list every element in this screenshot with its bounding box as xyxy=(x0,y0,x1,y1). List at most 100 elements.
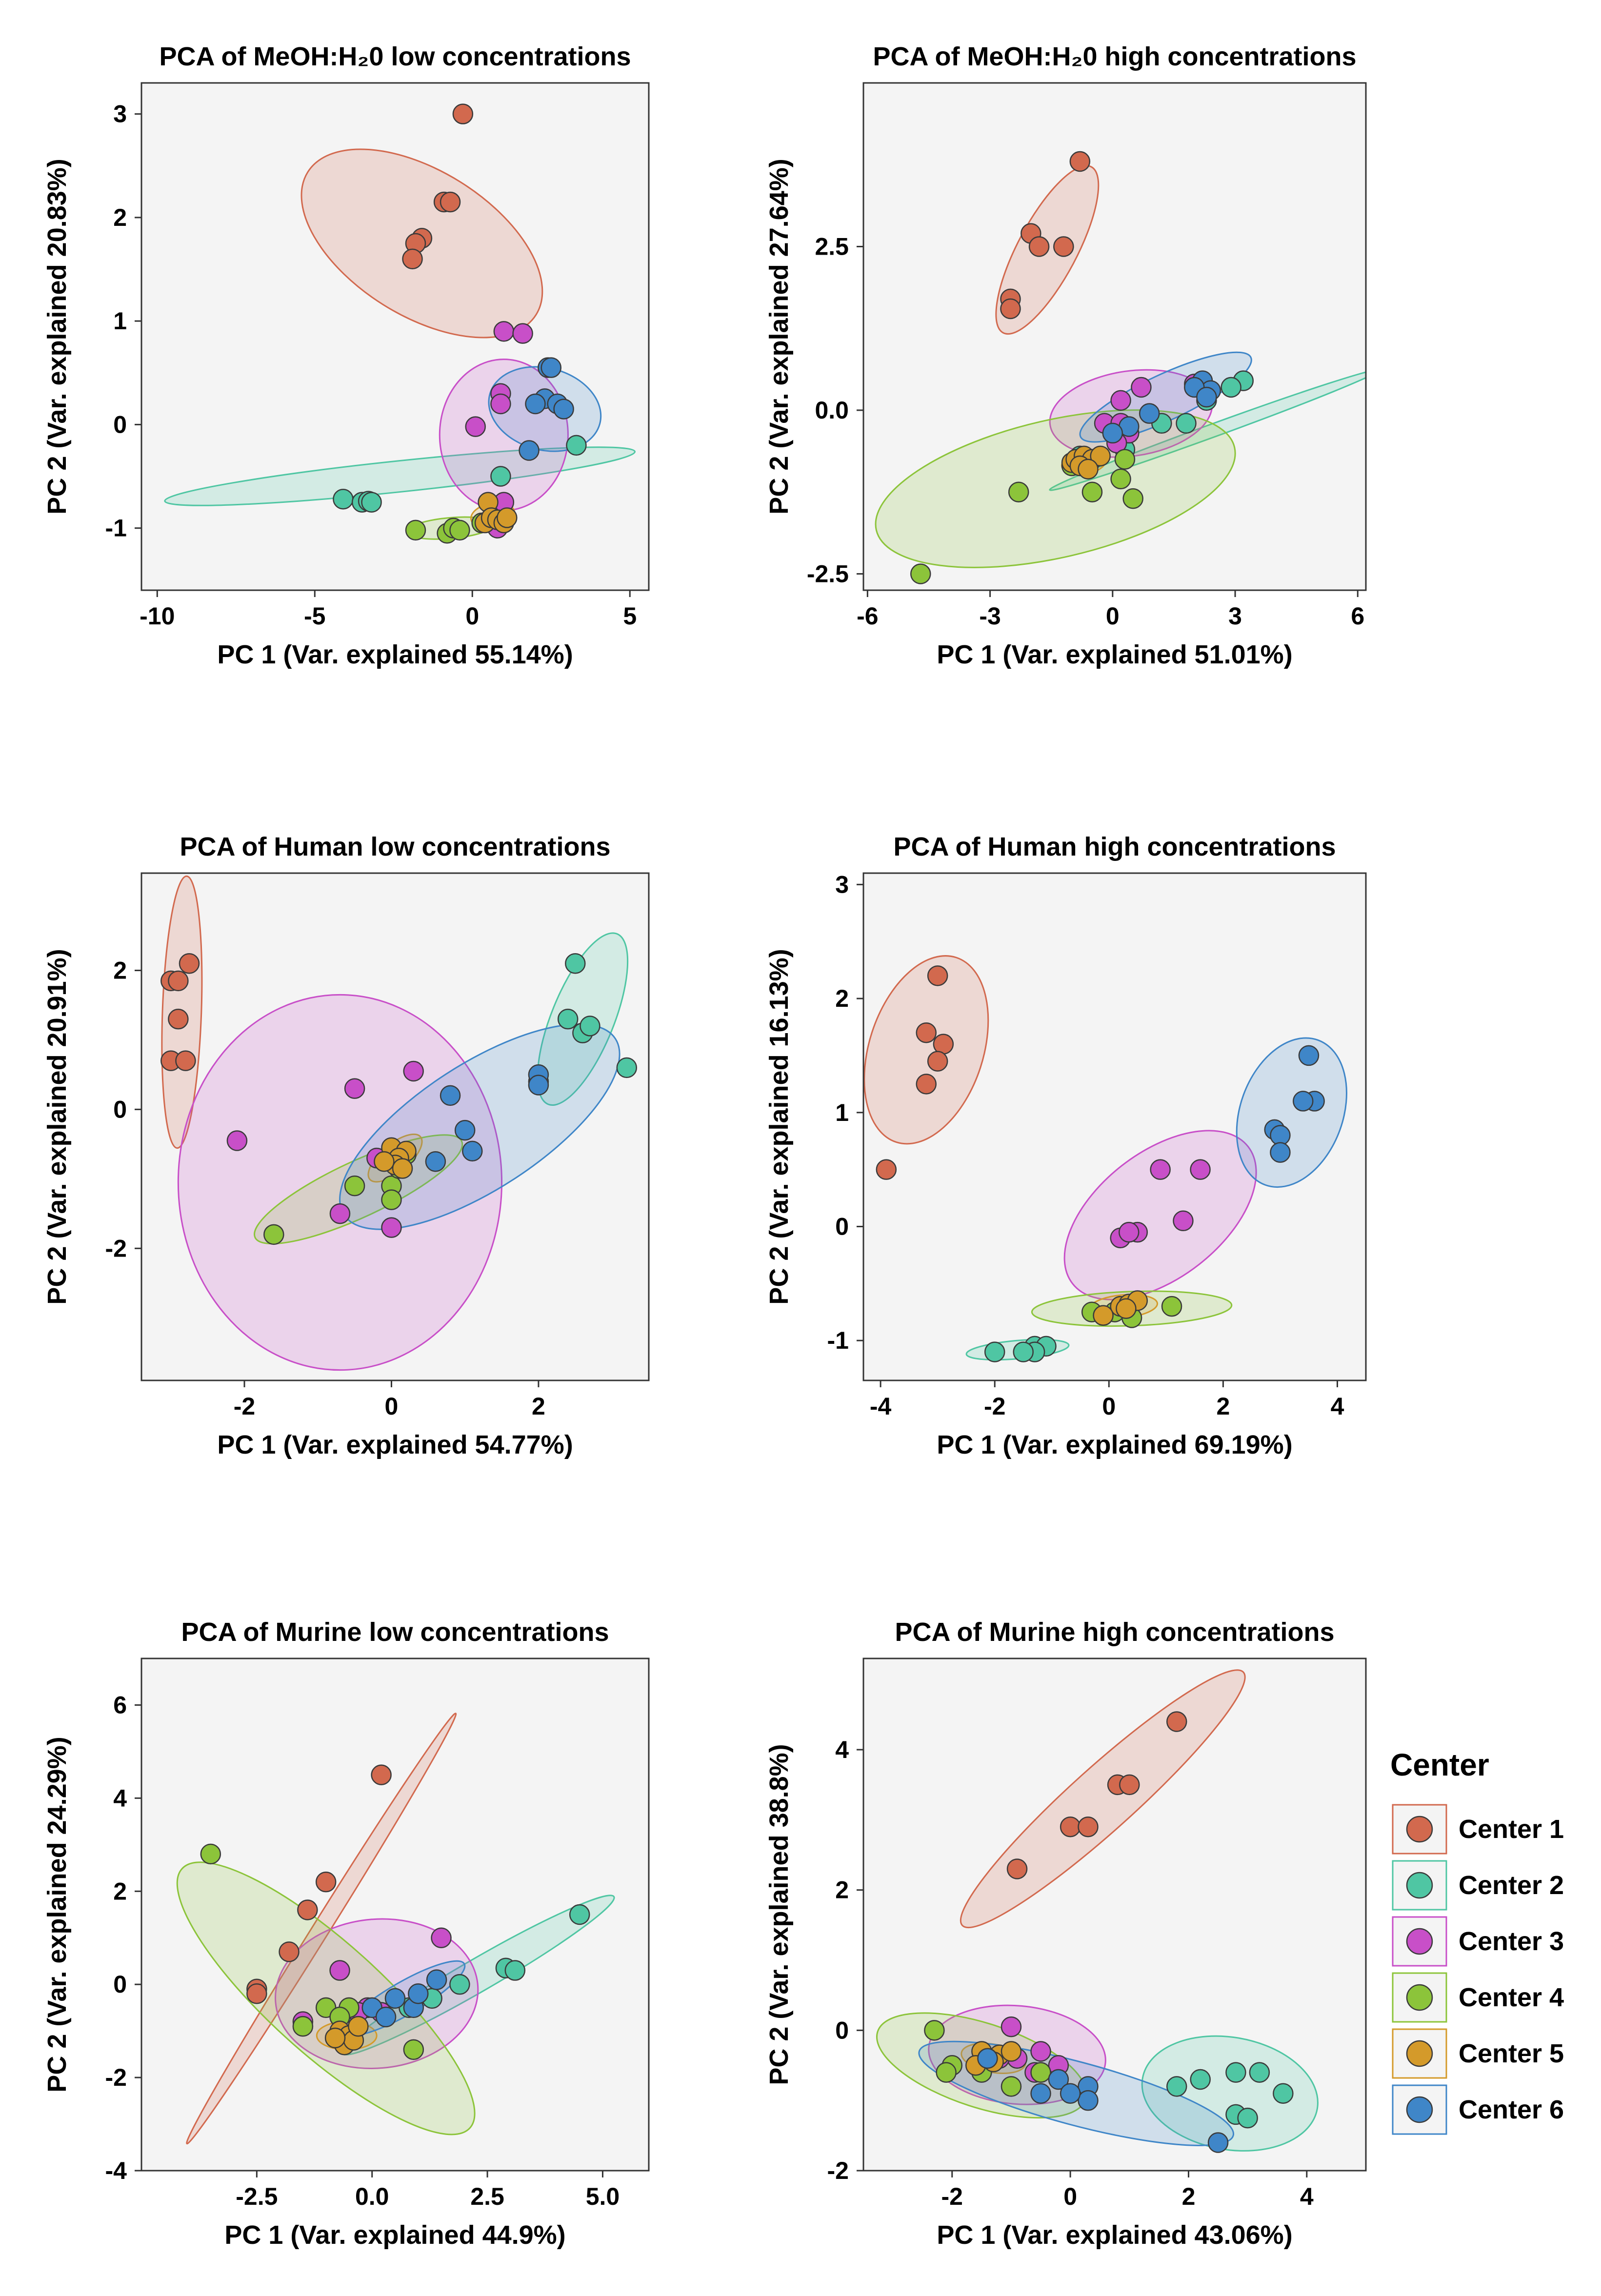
chart-title: PCA of Human low concentrations xyxy=(180,832,610,861)
data-point-center-1 xyxy=(402,248,423,270)
y-tick-label: 1 xyxy=(835,1099,849,1126)
legend-marker xyxy=(1406,1984,1433,2011)
data-point-center-6 xyxy=(1139,403,1160,424)
plot-frame xyxy=(862,872,1367,1381)
data-point-center-3 xyxy=(1001,2016,1022,2037)
data-point-center-1 xyxy=(168,970,189,992)
confidence-ellipse-center-1 xyxy=(960,1669,1246,1929)
data-point-center-6 xyxy=(1060,2083,1081,2104)
legend-item: Center 1 xyxy=(1392,1804,1564,1855)
data-point-center-5 xyxy=(348,2016,369,2037)
data-point-center-5 xyxy=(1093,1305,1114,1326)
y-tick-label: 0 xyxy=(835,2016,849,2044)
y-tick-label: -2 xyxy=(827,2157,849,2184)
confidence-ellipse-center-3 xyxy=(177,994,503,1371)
data-point-center-4 xyxy=(1114,449,1136,470)
y-axis-label: PC 2 (Var. explained 38.8%) xyxy=(764,1744,794,2085)
data-point-center-4 xyxy=(449,519,470,541)
data-point-center-6 xyxy=(1270,1142,1291,1163)
x-tick-label: 5.0 xyxy=(586,2183,620,2210)
legend-marker xyxy=(1406,2040,1433,2067)
y-tick-label: 2 xyxy=(835,1877,849,1904)
data-point-center-4 xyxy=(1001,2076,1022,2097)
data-point-center-1 xyxy=(1000,298,1021,319)
data-point-center-6 xyxy=(553,399,574,419)
data-point-center-1 xyxy=(927,965,948,986)
data-point-center-1 xyxy=(175,1050,196,1071)
y-axis-label: PC 2 (Var. explained 20.83%) xyxy=(42,159,72,514)
y-axis-label: PC 2 (Var. explained 20.91%) xyxy=(42,949,72,1304)
data-point-center-4 xyxy=(1008,481,1029,502)
data-point-center-3 xyxy=(344,1078,365,1099)
x-axis-label: PC 1 (Var. explained 51.01%) xyxy=(937,640,1292,669)
x-tick-label: -4 xyxy=(870,1393,892,1420)
x-tick-label: -3 xyxy=(979,602,1001,630)
data-point-center-1 xyxy=(452,103,474,124)
y-tick-label: -2 xyxy=(105,2064,127,2091)
confidence-ellipse-center-4 xyxy=(875,409,1236,568)
data-point-center-2 xyxy=(1225,2062,1246,2083)
data-point-center-4 xyxy=(200,1843,221,1865)
data-point-center-4 xyxy=(1161,1296,1182,1317)
x-axis-label: PC 1 (Var. explained 54.77%) xyxy=(217,1430,573,1459)
data-point-center-5 xyxy=(1116,1298,1137,1319)
legend-item: Center 5 xyxy=(1392,2028,1564,2079)
plot-frame xyxy=(140,1657,650,2172)
y-tick-label: 1 xyxy=(113,307,127,335)
legend-marker xyxy=(1406,1928,1433,1955)
data-point-center-6 xyxy=(1048,2069,1069,2090)
chart-title: PCA of MeOH:H₂0 high concentrations xyxy=(873,42,1356,71)
x-axis-label: PC 1 (Var. explained 69.19%) xyxy=(937,1430,1292,1459)
x-tick-label: 5 xyxy=(623,602,637,630)
x-tick-label: -5 xyxy=(304,602,325,630)
chart-title: PCA of MeOH:H₂0 low concentrations xyxy=(159,42,631,71)
y-tick-label: 2 xyxy=(835,985,849,1012)
data-point-center-6 xyxy=(375,2006,397,2028)
legend-item: Center 3 xyxy=(1392,1916,1564,1967)
x-tick-label: 2 xyxy=(532,1393,545,1420)
data-point-center-6 xyxy=(384,1988,406,2009)
data-point-center-1 xyxy=(1166,1711,1187,1732)
data-point-center-2 xyxy=(1166,2076,1187,2097)
data-point-center-2 xyxy=(565,953,586,974)
plot-area xyxy=(176,1713,615,2145)
data-point-center-3 xyxy=(493,321,515,342)
x-tick-label: -2 xyxy=(941,2183,963,2210)
data-point-center-4 xyxy=(924,2020,945,2041)
data-point-center-2 xyxy=(1249,2062,1270,2083)
y-axis-label: PC 2 (Var. explained 16.13%) xyxy=(764,949,794,1304)
data-point-center-5 xyxy=(497,507,518,528)
data-point-center-6 xyxy=(425,1151,446,1172)
data-point-center-3 xyxy=(1110,390,1131,411)
plot-area xyxy=(164,103,636,544)
x-tick-label: -2.5 xyxy=(236,2183,278,2210)
data-point-center-3 xyxy=(512,323,533,344)
x-axis-label: PC 1 (Var. explained 43.06%) xyxy=(937,2220,1292,2250)
data-point-center-2 xyxy=(449,1974,470,1995)
legend-marker xyxy=(1406,1872,1433,1899)
x-tick-label: 0 xyxy=(385,1393,399,1420)
plot-frame xyxy=(862,82,1367,591)
legend-item: Center 4 xyxy=(1392,1972,1564,2023)
legend-marker xyxy=(1406,2096,1433,2123)
data-point-center-2 xyxy=(984,1341,1005,1362)
data-point-center-1 xyxy=(1119,1774,1140,1796)
y-tick-label: -1 xyxy=(827,1327,849,1354)
data-point-center-5 xyxy=(374,1151,395,1172)
data-point-center-6 xyxy=(525,393,546,415)
data-point-center-2 xyxy=(361,492,382,513)
data-point-center-4 xyxy=(936,2062,957,2083)
panel-5: -2.5 0.0 2.5 5.0 -4 -2 0 2 4 6 PCA of Murine low c… xyxy=(42,1617,650,2250)
data-point-center-3 xyxy=(1119,1221,1140,1243)
legend-item: Center 6 xyxy=(1392,2084,1564,2135)
legend-label: Center 2 xyxy=(1459,1871,1564,1900)
data-point-center-4 xyxy=(344,1175,365,1197)
confidence-ellipse-center-6 xyxy=(1236,1037,1347,1188)
x-tick-label: -2 xyxy=(984,1393,1005,1420)
x-tick-label: 2 xyxy=(1216,1393,1230,1420)
legend-label: Center 3 xyxy=(1459,1927,1564,1956)
y-tick-label: 6 xyxy=(113,1691,127,1718)
data-point-center-4 xyxy=(1081,481,1103,502)
data-point-center-6 xyxy=(519,440,540,461)
data-point-center-6 xyxy=(528,1075,549,1096)
